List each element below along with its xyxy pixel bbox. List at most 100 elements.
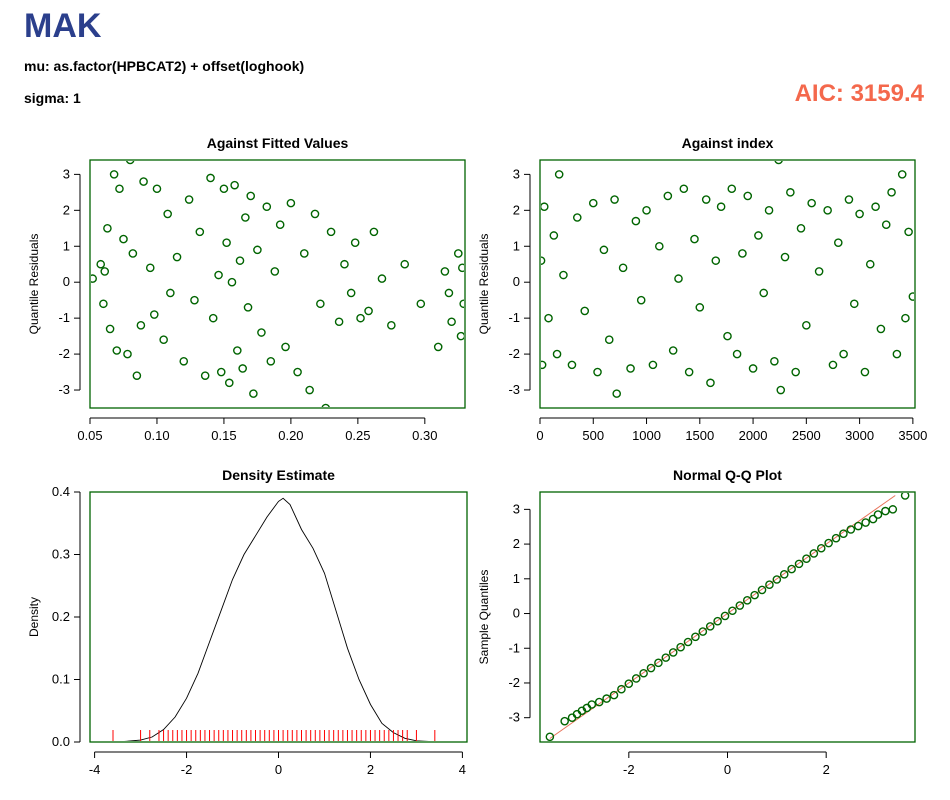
y-tick-label: 1 [513, 238, 520, 253]
y-tick-label: 0 [63, 274, 70, 289]
data-point [346, 288, 356, 298]
x-tick-label: 0.05 [77, 428, 102, 443]
data-point [892, 349, 902, 359]
data-point [326, 227, 336, 237]
plot-frame [539, 491, 916, 743]
data-point [617, 684, 626, 694]
data-point [602, 694, 611, 703]
y-axis-label: Quantile Residuals [27, 234, 41, 335]
data-point [705, 622, 715, 631]
data-point [668, 648, 678, 657]
data-point [796, 223, 806, 233]
data-point [674, 274, 683, 283]
data-point [544, 313, 553, 323]
y-tick-label: 0.2 [52, 609, 70, 624]
x-tick-label: 1500 [685, 428, 714, 443]
data-point [377, 274, 387, 283]
y-tick-label: 1 [63, 238, 70, 253]
y-tick-label: 0.1 [52, 672, 70, 687]
data-point [853, 521, 863, 531]
data-point [735, 601, 745, 610]
data-point [145, 263, 155, 273]
x-tick-label: 0.15 [211, 428, 236, 443]
y-tick-label: 0.3 [52, 547, 70, 562]
chart-title: Against index [682, 135, 774, 151]
y-tick-label: -2 [508, 346, 520, 361]
y-tick-label: -3 [58, 382, 70, 397]
x-tick-label: 0 [275, 762, 282, 777]
x-tick-label: -4 [89, 762, 101, 777]
data-point [103, 223, 112, 233]
data-point [812, 408, 819, 415]
data-point [728, 606, 737, 616]
data-point [723, 331, 732, 341]
data-point [757, 585, 767, 595]
data-point [599, 245, 609, 255]
data-point [750, 590, 759, 600]
data-point [654, 658, 663, 668]
data-point [310, 209, 320, 219]
y-axis-label: Density [27, 597, 41, 637]
data-point [105, 324, 115, 334]
data-point [433, 342, 443, 352]
data-point [136, 321, 146, 330]
x-tick-label: 4 [459, 762, 466, 777]
data-point [222, 238, 231, 247]
data-point [243, 303, 253, 312]
data-point [776, 385, 786, 395]
data-point [440, 267, 450, 276]
y-tick-label: 3 [513, 166, 520, 181]
data-point [802, 321, 811, 330]
data-point [888, 505, 898, 514]
y-tick-label: 3 [63, 166, 70, 181]
data-point [876, 324, 886, 334]
x-tick-label: 2 [823, 762, 830, 777]
data-point [321, 403, 330, 407]
data-point [676, 642, 685, 652]
data-point [128, 249, 138, 258]
data-point [698, 627, 708, 636]
data-point [400, 259, 410, 269]
x-tick-label: 0.10 [144, 428, 169, 443]
x-tick-label: -2 [181, 762, 193, 777]
data-point [554, 170, 564, 179]
x-tick-label: 2500 [792, 428, 821, 443]
plot-frame [539, 159, 916, 409]
y-tick-label: -1 [508, 310, 520, 325]
data-point [642, 206, 651, 215]
data-point [720, 611, 730, 621]
y-tick-label: -3 [508, 382, 520, 397]
data-point [356, 313, 365, 323]
data-point [732, 349, 742, 359]
data-point [184, 195, 194, 204]
data-point [807, 198, 816, 208]
mu-formula: mu: as.factor(HPBCAT2) + offset(loghook) [24, 58, 305, 74]
data-point [839, 529, 848, 538]
data-point [881, 220, 891, 229]
page-title: MAK [24, 7, 102, 45]
data-point [123, 349, 132, 359]
data-point [873, 510, 883, 519]
data-point [908, 292, 914, 301]
x-tick-label: 0.30 [412, 428, 437, 443]
data-point [742, 596, 752, 605]
data-point [738, 249, 747, 258]
data-point [594, 697, 604, 707]
data-point [112, 346, 122, 355]
data-point [266, 356, 276, 366]
data-point [809, 549, 819, 558]
plot-area [91, 161, 464, 407]
y-tick-label: 2 [63, 202, 70, 217]
data-point [305, 385, 314, 395]
data-point [219, 184, 229, 194]
data-point [299, 249, 309, 258]
x-tick-label: 0.25 [345, 428, 370, 443]
data-point [100, 267, 110, 276]
data-point [132, 371, 142, 380]
aic-value: AIC: 3159.4 [794, 80, 924, 107]
data-point [887, 188, 896, 197]
data-point [340, 259, 349, 269]
data-point [224, 378, 234, 388]
data-point [172, 252, 182, 262]
data-point [786, 188, 795, 197]
